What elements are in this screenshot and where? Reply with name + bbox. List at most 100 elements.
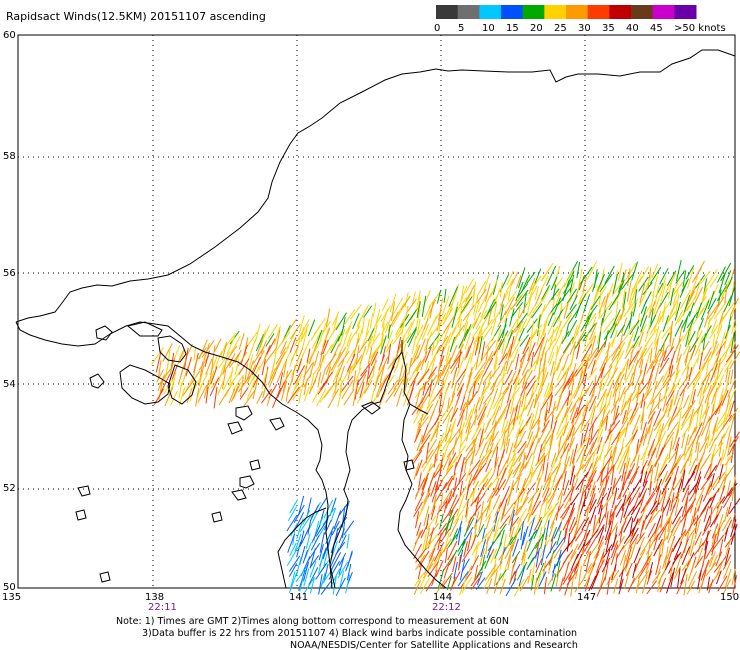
- wind-vector: [604, 520, 612, 541]
- wind-vector: [566, 288, 578, 304]
- wind-vector: [346, 353, 356, 372]
- wind-vector: [662, 371, 676, 389]
- wind-vector: [299, 545, 306, 565]
- wind-vector: [694, 514, 699, 534]
- wind-vector: [526, 285, 538, 306]
- wind-vector: [251, 356, 261, 376]
- wind-vector: [581, 517, 590, 531]
- wind-vector: [355, 367, 362, 382]
- wind-vector: [600, 362, 606, 379]
- wind-vector: [625, 433, 636, 448]
- wind-vector: [571, 443, 578, 464]
- wind-vector: [309, 577, 315, 594]
- wind-vector: [387, 379, 399, 395]
- wind-vector: [375, 382, 382, 397]
- wind-vector: [730, 519, 737, 538]
- wind-vector: [717, 387, 724, 409]
- wind-vector: [461, 526, 474, 546]
- wind-vector: [624, 364, 635, 383]
- wind-vector: [666, 489, 673, 503]
- wind-vector: [428, 523, 440, 537]
- wind-vector: [574, 558, 581, 580]
- wind-vector: [289, 571, 296, 590]
- wind-vector: [686, 311, 699, 329]
- wind-vector: [544, 402, 549, 420]
- wind-vector: [427, 427, 437, 448]
- wind-vector: [456, 409, 465, 427]
- wind-vector: [296, 557, 302, 576]
- wind-vector: [702, 333, 706, 351]
- wind-vector: [608, 509, 612, 526]
- wind-vector: [380, 323, 385, 344]
- wind-vector: [510, 295, 522, 311]
- wind-vector: [654, 338, 659, 359]
- wind-vector: [474, 408, 478, 426]
- wind-vector: [548, 550, 555, 566]
- wind-vector: [640, 414, 644, 431]
- wind-vector: [483, 569, 495, 589]
- wind-vector: [563, 270, 574, 288]
- wind-vector: [582, 551, 590, 567]
- wind-vector: [406, 327, 417, 344]
- wind-vector: [360, 330, 370, 350]
- wind-vector: [358, 339, 368, 354]
- wind-vector: [449, 518, 460, 538]
- wind-vector: [351, 354, 363, 372]
- wind-vector: [531, 416, 541, 430]
- wind-vector: [457, 541, 466, 557]
- wind-vector: [515, 477, 521, 493]
- wind-vector: [587, 553, 600, 574]
- wind-vector: [576, 396, 584, 415]
- wind-vector: [702, 484, 712, 502]
- wind-vector: [518, 406, 525, 425]
- wind-vector: [686, 352, 693, 370]
- wind-vector: [599, 301, 613, 318]
- wind-vector: [445, 345, 450, 362]
- wind-vector: [634, 289, 638, 304]
- wind-vector: [577, 536, 586, 550]
- wind-vector: [516, 312, 528, 328]
- wind-vector: [380, 374, 388, 388]
- wind-vector: [610, 534, 618, 551]
- wind-vector: [610, 569, 620, 584]
- wind-vector: [663, 471, 674, 488]
- wind-vector: [448, 452, 457, 466]
- wind-vector: [330, 335, 341, 354]
- wind-vector: [433, 464, 444, 478]
- wind-vector: [640, 393, 645, 409]
- wind-vector: [423, 488, 431, 504]
- wind-vector: [509, 528, 522, 546]
- wind-vector: [431, 339, 435, 356]
- wind-vector: [451, 372, 456, 389]
- wind-vector: [700, 270, 711, 284]
- wind-vector: [516, 496, 529, 516]
- wind-vector: [623, 324, 636, 341]
- wind-vector: [443, 288, 447, 303]
- wind-vector: [600, 310, 613, 326]
- wind-vector: [610, 446, 617, 469]
- wind-vector: [716, 496, 726, 509]
- wind-vector: [476, 280, 487, 298]
- wind-vector: [550, 415, 554, 430]
- wind-vector: [665, 390, 675, 406]
- wind-vector: [418, 550, 430, 568]
- wind-vector: [387, 324, 391, 339]
- wind-vector: [327, 322, 340, 342]
- wind-vector: [623, 469, 631, 486]
- wind-vector: [417, 405, 431, 424]
- wind-vector: [285, 387, 290, 402]
- wind-vector: [569, 426, 576, 448]
- wind-vector: [252, 377, 259, 400]
- wind-vector: [715, 415, 729, 432]
- wind-vector: [541, 420, 550, 433]
- wind-vector: [562, 279, 573, 294]
- wind-vector: [722, 408, 728, 430]
- wind-vector: [598, 504, 603, 524]
- wind-vector: [644, 516, 653, 530]
- wind-vector: [681, 411, 690, 427]
- wind-vector: [499, 436, 507, 451]
- wind-vector: [721, 381, 730, 402]
- wind-vector: [604, 558, 610, 581]
- wind-vector: [731, 319, 736, 334]
- wind-vector: [658, 444, 666, 460]
